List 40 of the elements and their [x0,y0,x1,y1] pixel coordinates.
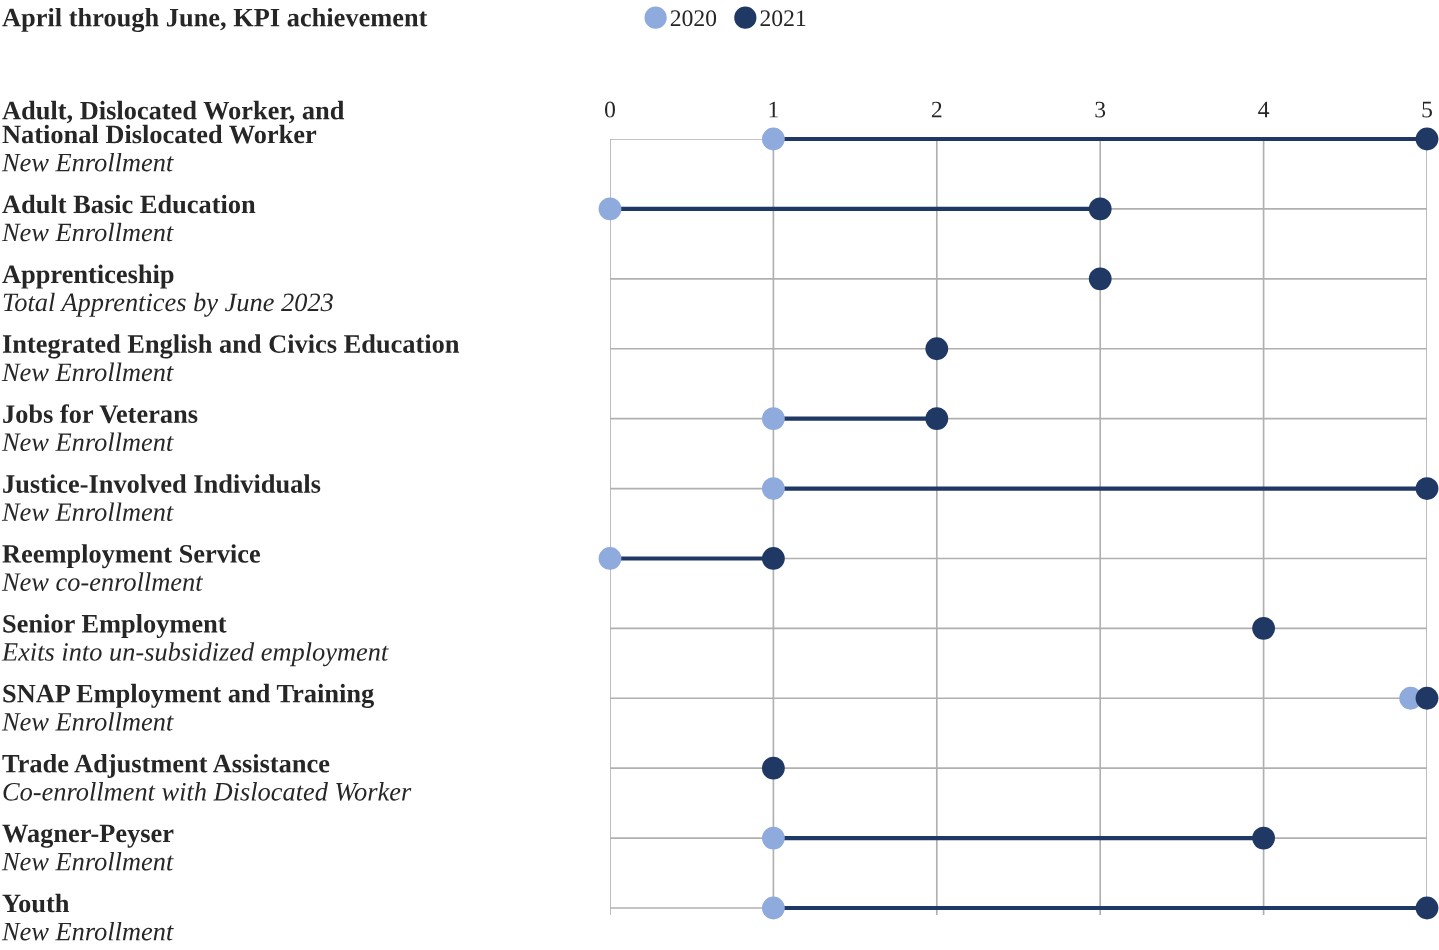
point [761,896,785,920]
point [1415,896,1439,920]
x-tick-label: 1 [769,101,778,118]
point [925,407,949,431]
y-tick-label: Apprenticeship Total Apprentices by June 2023 [2,264,333,317]
point [1252,616,1276,640]
y-tick-label: Integrated English and Civics Education New Enrollment [1,334,460,382]
point [761,127,785,151]
point [925,337,949,361]
x-tick-label: 3 [1095,101,1106,118]
y-tick-label: Adult, Dislocated Worker, and National Dislocated Worker New Enrollment [1,100,345,172]
x-tick-label: 2 [931,101,942,118]
y-tick-label: Adult Basic Education New Enrollment [1,194,256,242]
point [1415,686,1439,710]
y-tick-label: SNAP Employment and Training New Enrollment [1,683,374,731]
point [1252,826,1276,850]
text: April through June, KPI achievement [2,7,428,33]
x-tick-label: 5 [1422,101,1432,118]
point [1415,127,1439,151]
legend-label: 2020 [670,10,717,27]
x-tick-label: 4 [1258,101,1270,118]
point [761,756,785,780]
point [1415,477,1439,500]
x-tick-label: 0 [605,101,615,118]
point [598,197,622,221]
y-tick-label: Jobs for Veterans New Enrollment [1,404,198,452]
y-tick-label: Justice-Involved Individuals New Enrollment [1,474,321,522]
y-tick-label: Reemployment Service New co-enrollment [1,544,260,591]
point [761,407,785,431]
point [598,547,622,570]
point [1088,197,1112,221]
point [761,826,785,850]
y-tick-label: Youth New Enrollment [1,893,174,941]
legend-label: 2021 [760,10,806,27]
y-tick-label: Senior Employment Exits into un-subsidized employment [1,614,389,667]
point [761,477,785,500]
y-tick-label: Wagner-Peyser New Enrollment [1,824,174,871]
point [761,547,785,570]
point [1088,267,1112,291]
y-tick-label: Trade Adjustment Assistance Co-enrollment with Dislocated Worker [2,753,412,801]
